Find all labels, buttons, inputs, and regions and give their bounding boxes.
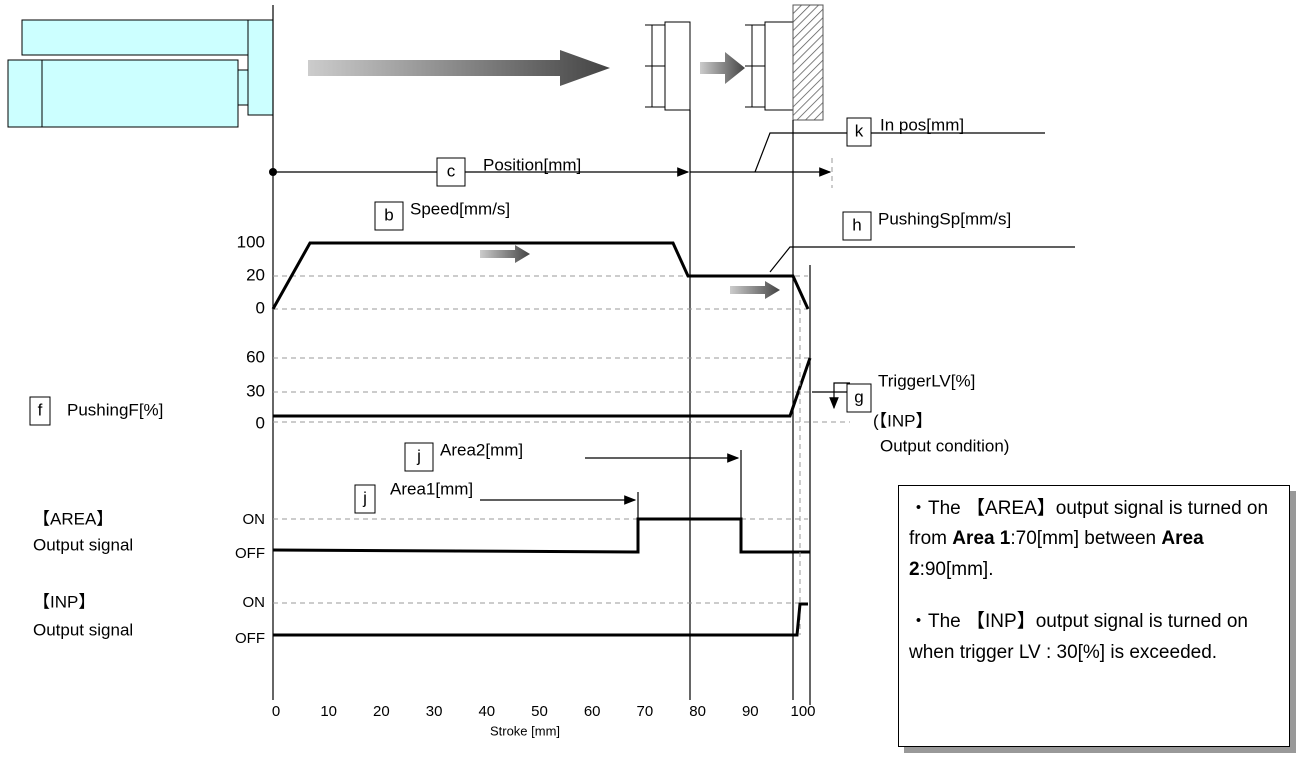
speed-axis-label: 20 [246, 265, 265, 284]
trigger-note: Output condition) [880, 436, 1009, 455]
speed-axis-label: 0 [256, 298, 265, 317]
x-tick-label: 10 [320, 703, 337, 720]
callout-box [846, 117, 872, 147]
signal-subtitle: Output signal [33, 620, 133, 639]
callout-label: Speed[mm/s] [410, 199, 510, 218]
callout-box [374, 201, 404, 231]
x-tick-label: 50 [531, 703, 548, 720]
callout-letter: j [416, 446, 421, 465]
x-tick-label: 80 [689, 703, 706, 720]
note-box: ・The 【AREA】output signal is turned on fr… [898, 485, 1290, 747]
x-tick-label: 20 [373, 703, 390, 720]
signal-level: OFF [235, 630, 265, 647]
callout-box [842, 211, 872, 241]
callout-box [29, 396, 51, 426]
note-bold: Area 1 [952, 528, 1011, 550]
callout-letter: f [38, 400, 43, 419]
callout-label: PushingSp[mm/s] [878, 209, 1011, 228]
x-tick-label: 90 [742, 703, 759, 720]
callout-letter: c [447, 161, 456, 180]
note-text: ・The 【AREA】output signal is turned on fr… [909, 498, 1269, 550]
trigger-note: (【INP】 [873, 411, 933, 430]
force-axis-label: 60 [246, 347, 265, 366]
x-tick-label: 40 [478, 703, 495, 720]
note-text: :90[mm]. [919, 558, 994, 580]
note: ・The 【AREA】output signal is turned on fr… [909, 494, 1279, 585]
actuator [7, 19, 274, 128]
x-axis-label: Stroke [mm] [490, 723, 560, 738]
callout-label: In pos[mm] [880, 115, 964, 134]
callout-box [846, 383, 872, 413]
timing-lines [269, 5, 1075, 705]
force-axis-label: 0 [256, 413, 265, 432]
signal-level: ON [243, 511, 266, 528]
speed-axis-label: 100 [237, 232, 265, 251]
x-tick-label: 100 [790, 703, 815, 720]
force-axis-label: 30 [246, 381, 265, 400]
callout-label: Area1[mm] [390, 479, 473, 498]
signal-level: ON [243, 594, 266, 611]
callout-letter: j [362, 488, 367, 507]
callout-label: Position[mm] [483, 155, 581, 174]
x-tick-label: 30 [426, 703, 443, 720]
signal-title: 【INP】 [33, 592, 95, 611]
callout-box [354, 484, 376, 514]
callouts: c Position[mm] k In pos[mm] b Speed[mm/s] h Pus… [29, 115, 1011, 514]
note-text: ・The 【INP】output signal is turned on whe… [909, 611, 1249, 663]
callout-label: Area2[mm] [440, 440, 523, 459]
x-tick-label: 60 [584, 703, 601, 720]
callout-letter: k [855, 121, 864, 140]
signal-title: 【AREA】 [33, 509, 113, 528]
callout-letter: h [852, 215, 861, 234]
callout-box [404, 442, 434, 472]
x-tick-label: 0 [272, 703, 280, 720]
callout-box [436, 157, 466, 187]
workpiece [645, 4, 824, 121]
labels: (【INP】Output condition)10020060300【AREA】… [33, 232, 1009, 738]
signal-subtitle: Output signal [33, 535, 133, 554]
callout-letter: b [384, 205, 393, 224]
note-bold: Area 2 [909, 528, 1204, 580]
callout-letter: g [854, 387, 863, 406]
callout-label: PushingF[%] [67, 400, 163, 419]
x-tick-label: 70 [637, 703, 654, 720]
callout-label: TriggerLV[%] [878, 371, 975, 390]
note: ・The 【INP】output signal is turned on whe… [909, 607, 1279, 668]
note-text: :70[mm] between [1010, 528, 1162, 550]
signal-level: OFF [235, 545, 265, 562]
motion-arrow [308, 50, 610, 86]
